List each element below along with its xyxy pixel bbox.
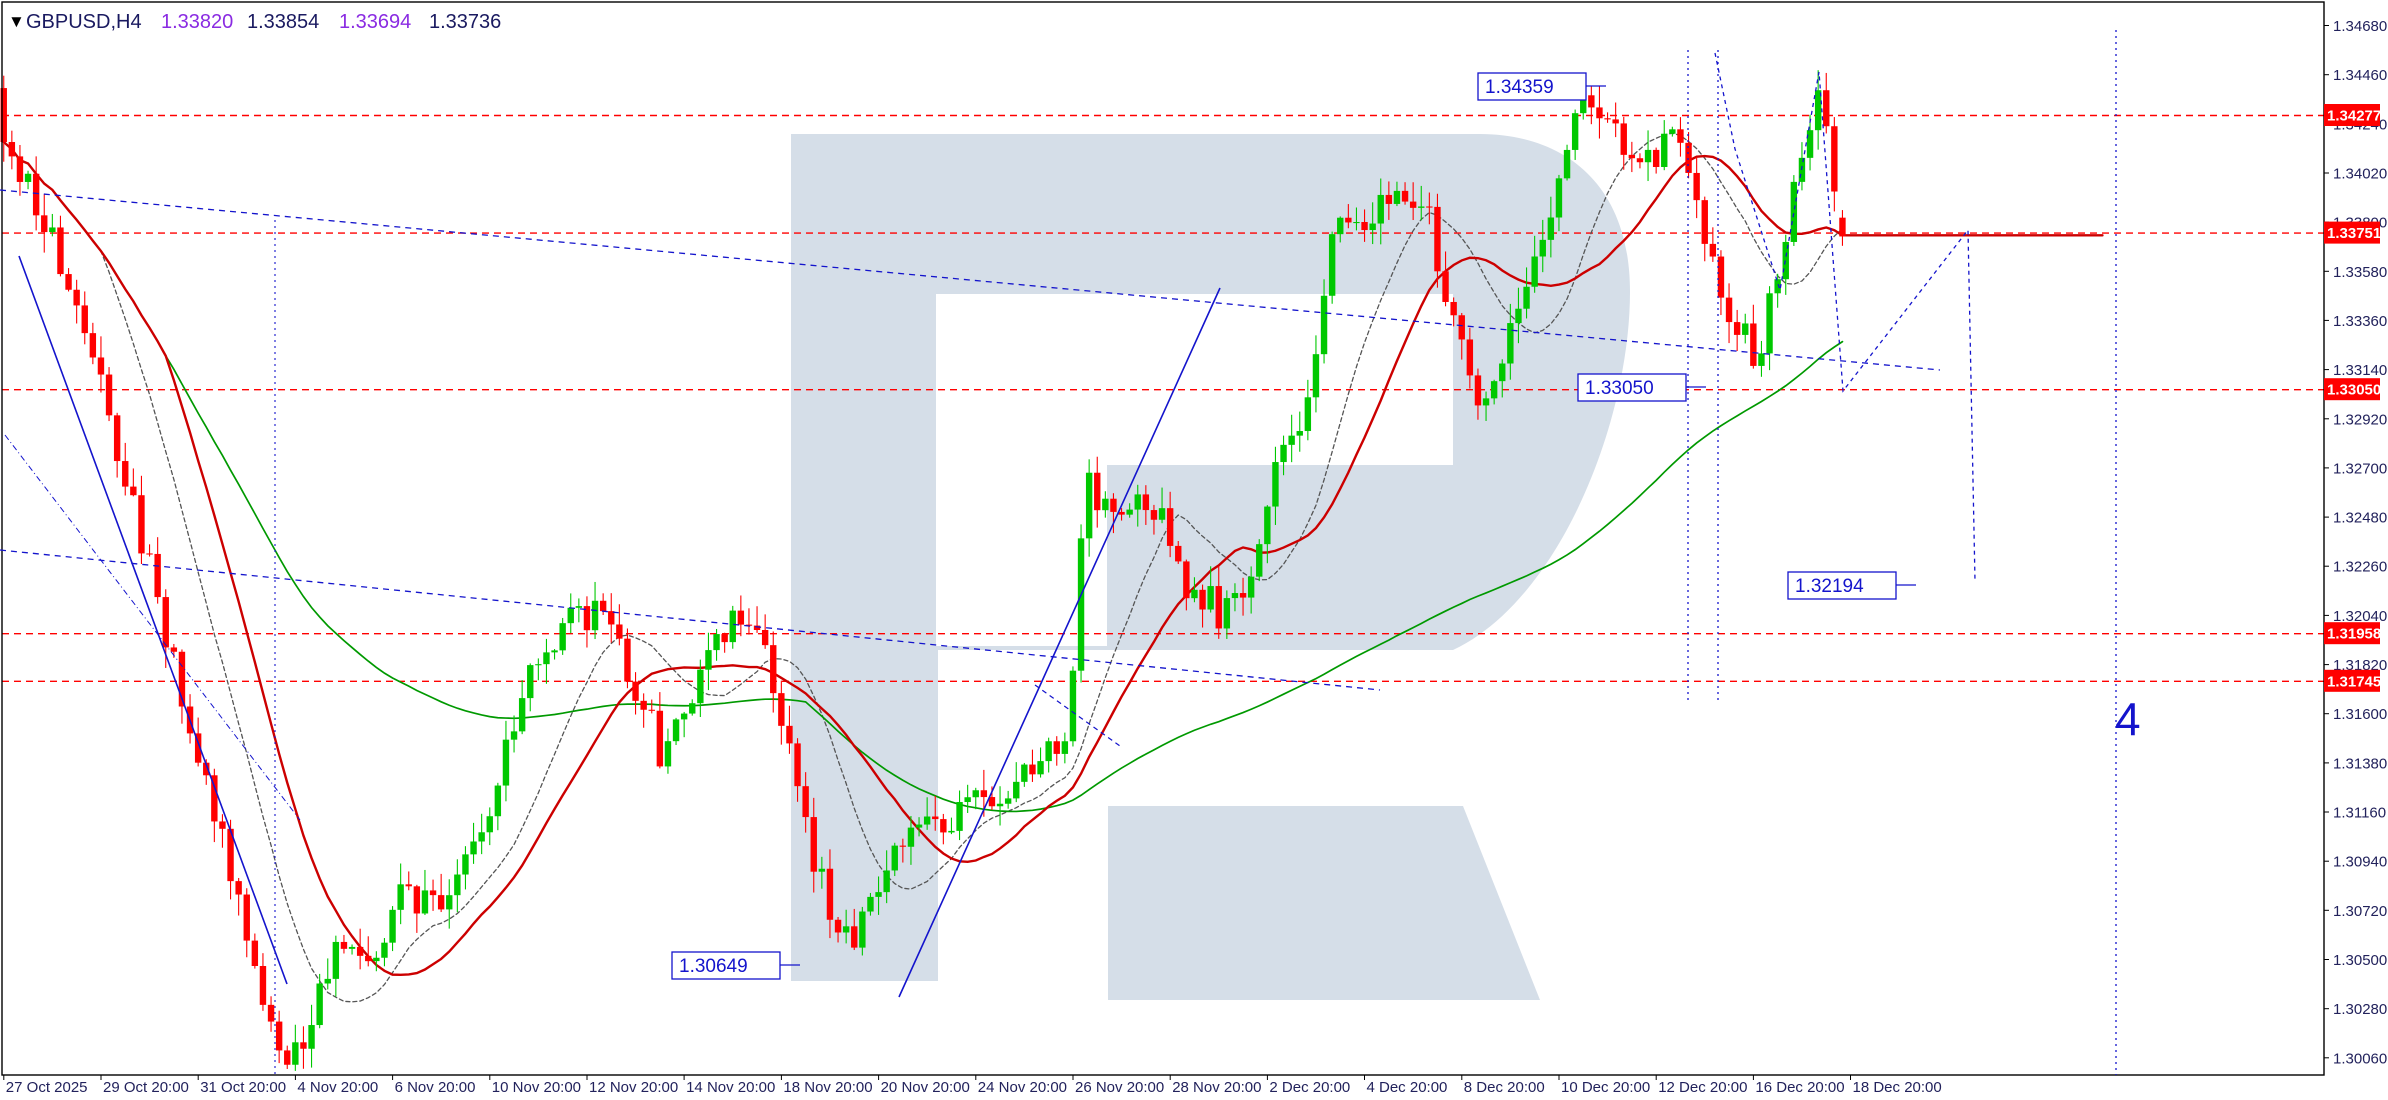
- svg-text:1.30940: 1.30940: [2333, 854, 2387, 871]
- svg-text:1.32480: 1.32480: [2333, 510, 2387, 527]
- svg-text:1.34359: 1.34359: [1485, 77, 1554, 98]
- svg-text:1.33140: 1.33140: [2333, 362, 2387, 379]
- svg-text:1.32920: 1.32920: [2333, 411, 2387, 428]
- svg-text:18 Dec 20:00: 18 Dec 20:00: [1853, 1079, 1942, 1096]
- svg-text:1.31745: 1.31745: [2327, 673, 2381, 690]
- svg-text:18 Nov 20:00: 18 Nov 20:00: [783, 1079, 872, 1096]
- svg-text:1.34020: 1.34020: [2333, 166, 2387, 183]
- svg-text:28 Nov 20:00: 28 Nov 20:00: [1172, 1079, 1261, 1096]
- svg-text:24 Nov 20:00: 24 Nov 20:00: [978, 1079, 1067, 1096]
- svg-text:31 Oct 20:00: 31 Oct 20:00: [200, 1079, 286, 1096]
- svg-text:1.33360: 1.33360: [2333, 313, 2387, 330]
- svg-text:1.33854: 1.33854: [247, 11, 319, 33]
- svg-text:10 Dec 20:00: 10 Dec 20:00: [1561, 1079, 1650, 1096]
- svg-text:1.31600: 1.31600: [2333, 706, 2387, 723]
- svg-text:1.33751: 1.33751: [2327, 225, 2381, 242]
- svg-text:27 Oct 2025: 27 Oct 2025: [6, 1079, 88, 1096]
- svg-text:4 Nov 20:00: 4 Nov 20:00: [297, 1079, 378, 1096]
- svg-text:1.30500: 1.30500: [2333, 952, 2387, 969]
- svg-text:1.34277: 1.34277: [2327, 108, 2381, 125]
- svg-text:4 Dec 20:00: 4 Dec 20:00: [1367, 1079, 1448, 1096]
- svg-text:1.32700: 1.32700: [2333, 460, 2387, 477]
- svg-text:1.32260: 1.32260: [2333, 559, 2387, 576]
- svg-text:26 Nov 20:00: 26 Nov 20:00: [1075, 1079, 1164, 1096]
- svg-text:1.33736: 1.33736: [429, 11, 501, 33]
- svg-text:1.33580: 1.33580: [2333, 264, 2387, 281]
- svg-text:29 Oct 20:00: 29 Oct 20:00: [103, 1079, 189, 1096]
- svg-text:1.30280: 1.30280: [2333, 1001, 2387, 1018]
- svg-text:1.31160: 1.31160: [2333, 805, 2386, 822]
- svg-text:1.30649: 1.30649: [679, 956, 748, 977]
- svg-text:2 Dec 20:00: 2 Dec 20:00: [1269, 1079, 1350, 1096]
- svg-text:GBPUSD,H4: GBPUSD,H4: [26, 11, 142, 33]
- svg-text:1.34460: 1.34460: [2333, 67, 2387, 84]
- svg-text:12 Nov 20:00: 12 Nov 20:00: [589, 1079, 678, 1096]
- svg-text:16 Dec 20:00: 16 Dec 20:00: [1755, 1079, 1844, 1096]
- svg-text:20 Nov 20:00: 20 Nov 20:00: [881, 1079, 970, 1096]
- svg-text:14 Nov 20:00: 14 Nov 20:00: [686, 1079, 775, 1096]
- svg-text:10 Nov 20:00: 10 Nov 20:00: [492, 1079, 581, 1096]
- svg-text:1.30720: 1.30720: [2333, 903, 2387, 920]
- svg-text:1.30060: 1.30060: [2333, 1050, 2387, 1067]
- svg-text:1.34680: 1.34680: [2333, 18, 2387, 35]
- svg-text:▼: ▼: [8, 12, 25, 31]
- svg-text:1.33050: 1.33050: [2327, 382, 2381, 399]
- svg-text:1.31380: 1.31380: [2333, 755, 2387, 772]
- svg-text:12 Dec 20:00: 12 Dec 20:00: [1658, 1079, 1747, 1096]
- svg-text:6 Nov 20:00: 6 Nov 20:00: [395, 1079, 476, 1096]
- svg-text:1.33050: 1.33050: [1585, 378, 1654, 399]
- svg-text:4: 4: [2115, 693, 2141, 745]
- svg-text:1.31958: 1.31958: [2327, 626, 2381, 643]
- svg-text:1.33694: 1.33694: [339, 11, 411, 33]
- svg-text:8 Dec 20:00: 8 Dec 20:00: [1464, 1079, 1545, 1096]
- svg-text:1.33820: 1.33820: [161, 11, 233, 33]
- svg-text:1.32194: 1.32194: [1795, 576, 1864, 597]
